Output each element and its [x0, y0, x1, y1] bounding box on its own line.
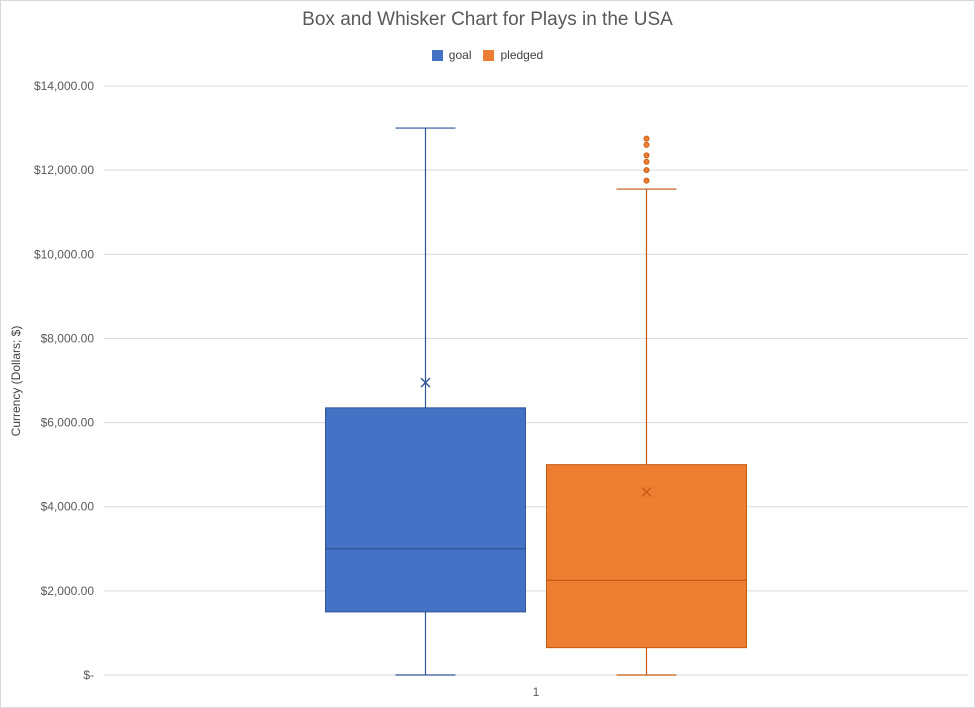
pledged-outlier-3 [643, 152, 650, 159]
legend-item-pledged: pledged [483, 48, 543, 62]
y-tick-label-3: $6,000.00 [41, 416, 95, 430]
pledged-box [546, 464, 747, 649]
pledged-mean-marker-b [641, 486, 652, 497]
legend-label-pledged: pledged [500, 48, 544, 62]
goal-mean-marker-b [420, 377, 431, 388]
legend-label-goal: goal [448, 48, 472, 62]
y-tick-label-7: $14,000.00 [34, 79, 94, 93]
legend-swatch-goal [431, 49, 443, 61]
x-tick-label-0: 1 [533, 685, 540, 699]
y-tick-label-1: $2,000.00 [41, 584, 95, 598]
chart-legend: goal pledged [0, 48, 975, 62]
legend-item-goal: goal [431, 48, 472, 62]
y-tick-label-5: $10,000.00 [34, 247, 94, 261]
pledged-outlier-1 [643, 167, 650, 174]
y-tick-label-6: $12,000.00 [34, 163, 94, 177]
chart-title: Box and Whisker Chart for Plays in the U… [302, 9, 673, 30]
pledged-outlier-0 [643, 177, 650, 184]
legend-swatch-pledged [483, 49, 495, 61]
pledged-outlier-2 [643, 158, 650, 165]
y-tick-label-4: $8,000.00 [41, 331, 95, 345]
y-tick-label-0: $- [83, 668, 94, 682]
pledged-outlier-4 [643, 141, 650, 148]
goal-box [325, 407, 526, 613]
pledged-outlier-5 [643, 135, 650, 142]
y-tick-label-2: $4,000.00 [41, 500, 95, 514]
